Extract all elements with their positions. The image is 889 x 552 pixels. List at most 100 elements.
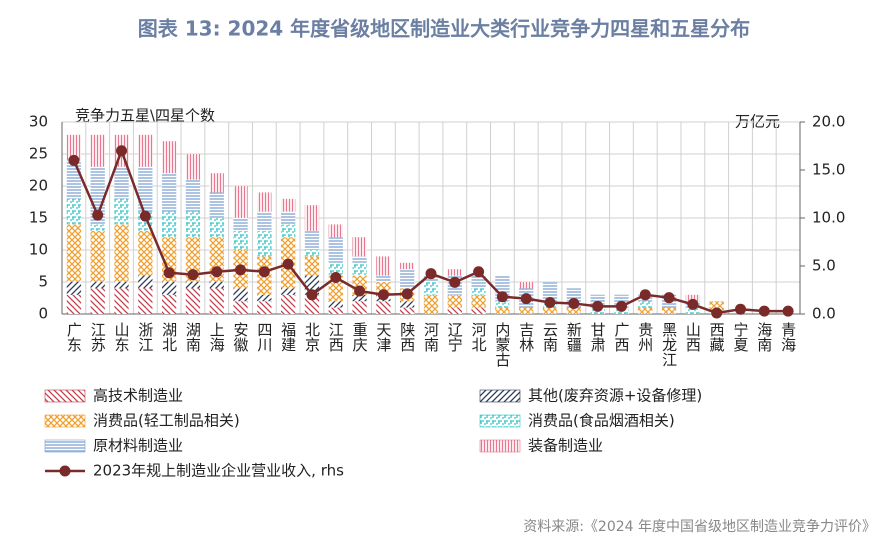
line-marker [211, 266, 223, 278]
line-marker [615, 300, 627, 312]
bar-segment [90, 282, 105, 289]
y2-tick-label: 15.0 [812, 161, 845, 179]
bar-segment [209, 192, 224, 218]
bar-segment [328, 275, 343, 302]
bar-segment [304, 256, 320, 276]
bar-segment [185, 179, 201, 212]
y-tick-label: 20 [29, 177, 48, 195]
y2-tick-label: 10.0 [812, 209, 845, 227]
legend-label: 消费品(食品烟酒相关) [528, 412, 675, 430]
x-tick-label: 北京 [303, 322, 321, 353]
legend-swatch [479, 389, 521, 403]
bar-segment [281, 211, 296, 225]
bar-segment [233, 230, 248, 250]
line-marker [711, 307, 723, 319]
line-marker [687, 298, 699, 310]
legend-marker [59, 465, 71, 477]
x-tick-label: 天津 [374, 322, 392, 352]
bar-segment [400, 262, 415, 270]
line-marker [639, 289, 651, 301]
bar-segment [352, 294, 367, 302]
y-tick-label: 0 [38, 305, 48, 323]
x-tick-label: 黑龙江 [660, 322, 678, 367]
line-marker [139, 210, 151, 222]
x-tick-label: 湖北 [160, 322, 178, 352]
x-tick-label: 山西 [684, 322, 702, 352]
bar-segment [566, 307, 581, 314]
bar-segment [400, 269, 415, 289]
bar-segment [114, 198, 129, 225]
bar-segment [352, 256, 367, 263]
x-tick-label: 云南 [541, 322, 559, 352]
x-tick-label: 陕西 [398, 322, 416, 352]
bar-segment [161, 282, 177, 295]
bar-segment [209, 173, 224, 193]
bar-segment [138, 134, 153, 167]
bar-segment [685, 307, 701, 314]
bar-segment [209, 288, 224, 314]
y2-tick-label: 0.0 [812, 305, 836, 323]
bar-segment [161, 173, 177, 212]
bar-segment [114, 224, 129, 282]
bar-segment [376, 256, 391, 276]
bar-segment [328, 301, 343, 308]
bar-segment [185, 282, 201, 289]
bar-segment [138, 288, 153, 314]
bar-segment [423, 294, 439, 314]
line-marker [758, 305, 770, 317]
legend-swatch [479, 439, 521, 453]
line-marker [734, 303, 746, 315]
bar-segment [233, 301, 248, 314]
x-tick-label: 江西 [327, 322, 345, 352]
bar-segment [304, 250, 320, 257]
bar-segment [542, 282, 558, 302]
bar-segment [423, 282, 439, 295]
y-axis-label: 竞争力五星\四星个数 [75, 107, 215, 125]
line-marker [282, 258, 294, 270]
line-marker [235, 264, 247, 276]
legend-label: 2023年规上制造业企业营业收入, rhs [93, 462, 344, 480]
bar-segment [685, 294, 701, 302]
legend-swatch [44, 389, 86, 403]
bar-segment [304, 205, 320, 231]
bar-segment [257, 230, 272, 257]
bar-segment [281, 288, 296, 295]
bar-segment [90, 134, 105, 167]
bar-segment [304, 230, 320, 250]
bar-segment [495, 307, 510, 314]
legend-label: 其他(废弃资源+设备修理) [528, 387, 702, 405]
x-tick-label: 宁夏 [731, 322, 749, 352]
line-marker [92, 209, 104, 221]
line-marker [68, 154, 80, 166]
line-marker [116, 145, 128, 157]
x-tick-label: 山东 [113, 322, 131, 352]
bar-segment [66, 198, 82, 225]
line-marker [520, 293, 532, 305]
bar-segment [66, 282, 82, 295]
line-marker [449, 276, 461, 288]
y2-tick-label: 5.0 [812, 257, 836, 275]
bar-segment [233, 288, 248, 302]
bar-segment [352, 237, 367, 257]
line-marker [425, 268, 437, 280]
bar-segment [471, 294, 486, 308]
bar-segment [209, 218, 224, 238]
y-tick-label: 5 [38, 273, 48, 291]
x-tick-label: 内蒙古 [493, 322, 511, 367]
bar-segment [257, 301, 272, 314]
x-tick-label: 浙江 [136, 322, 154, 352]
x-tick-label: 西藏 [708, 322, 726, 353]
legend-label: 装备制造业 [528, 437, 603, 455]
bar-segment [90, 288, 105, 314]
x-tick-label: 贵州 [636, 322, 654, 352]
bar-segment [161, 141, 177, 174]
line-marker [330, 272, 342, 284]
bar-segment [114, 282, 129, 289]
bar-segment [161, 294, 177, 314]
legend-swatch [479, 414, 521, 428]
line-marker [354, 285, 366, 297]
bar-segment [471, 307, 486, 314]
bar-segment [542, 307, 558, 314]
bar-segment [66, 294, 82, 314]
